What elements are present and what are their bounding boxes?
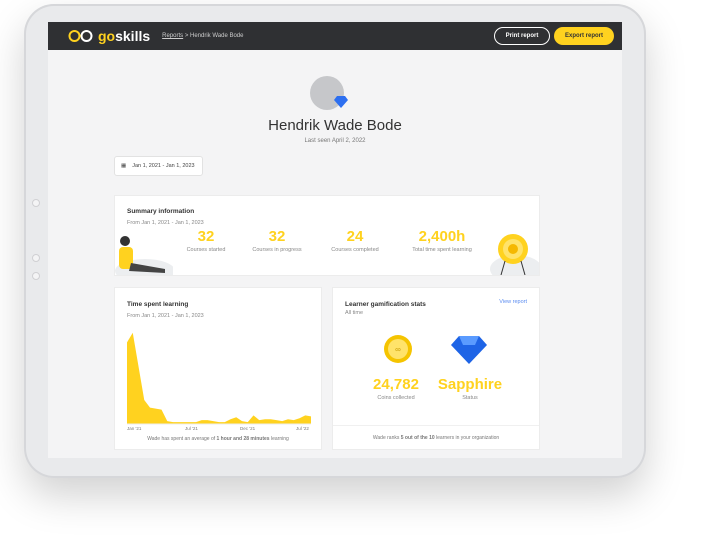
stat-courses-completed: 24 Courses completed xyxy=(310,228,400,253)
time-spent-card: Time spent learning From Jan 1, 2021 - J… xyxy=(114,287,322,450)
sapphire-gem-icon xyxy=(451,336,487,364)
sensor-dot xyxy=(32,272,40,280)
breadcrumb: Reports > Hendrik Wade Bode xyxy=(162,33,243,39)
view-report-link[interactable]: View report xyxy=(499,299,527,305)
stat-value: 24 xyxy=(346,228,364,245)
gamification-footer: Wade ranks 5 out of the 10 learners in y… xyxy=(333,425,539,449)
time-spent-area-chart xyxy=(127,332,311,425)
status-value: Sapphire xyxy=(437,376,503,393)
gamification-card: Learner gamification stats All time View… xyxy=(332,287,540,450)
breadcrumb-reports[interactable]: Reports xyxy=(162,33,184,39)
stat-value: 32 xyxy=(197,228,215,245)
target-illustration xyxy=(490,234,539,275)
summary-title: Summary information xyxy=(127,208,195,215)
stat-label: Courses started xyxy=(186,247,226,253)
status-stat: Sapphire Status xyxy=(425,376,515,401)
x-tick-label: Jan '21 xyxy=(127,426,142,431)
learner-name: Hendrik Wade Bode xyxy=(268,117,402,134)
stat-courses-started: 32 Courses started xyxy=(161,228,251,253)
reading-person-illustration xyxy=(115,236,173,275)
x-tick-label: Dec '21 xyxy=(240,426,256,431)
chevron-right-icon: > xyxy=(184,33,190,39)
summary-card: Summary information From Jan 1, 2021 - J… xyxy=(114,195,540,276)
stat-time-spent: 2,400h Total time spent learning xyxy=(392,228,492,253)
svg-text:∞: ∞ xyxy=(395,345,401,354)
logo-text-go: go xyxy=(98,28,116,44)
status-label: Status xyxy=(462,395,478,401)
coins-stat: 24,782 Coins collected xyxy=(351,376,441,401)
coins-value: 24,782 xyxy=(373,376,419,393)
x-tick-label: Jul '22 xyxy=(296,426,309,431)
summary-range: From Jan 1, 2021 - Jan 1, 2023 xyxy=(127,220,204,226)
time-card-title: Time spent learning xyxy=(127,301,189,308)
logo-text-skills: skills xyxy=(115,28,151,44)
stat-label: Total time spent learning xyxy=(412,247,472,253)
screen: go skills Reports > Hendrik Wade Bode Pri… xyxy=(48,22,622,458)
sapphire-badge-icon xyxy=(334,96,348,108)
stat-value: 2,400h xyxy=(418,228,466,245)
stat-label: Courses completed xyxy=(331,247,379,253)
sensor-dot xyxy=(32,254,40,262)
gamification-title: Learner gamification stats xyxy=(345,301,426,308)
export-report-button[interactable]: Export report xyxy=(554,27,614,45)
stat-value: 32 xyxy=(268,228,286,245)
breadcrumb-current: Hendrik Wade Bode xyxy=(190,33,244,39)
date-range-picker[interactable]: ▦ Jan 1, 2021 - Jan 1, 2023 xyxy=(114,156,203,176)
gamification-subtitle: All time xyxy=(345,310,364,316)
last-seen: Last seen April 2, 2022 xyxy=(304,138,366,144)
calendar-icon: ▦ xyxy=(121,163,127,169)
print-report-button[interactable]: Print report xyxy=(494,27,550,45)
stat-courses-in-progress: 32 Courses in progress xyxy=(232,228,322,253)
camera-dot xyxy=(32,199,40,207)
date-range-value: Jan 1, 2021 - Jan 1, 2023 xyxy=(132,163,195,169)
infinity-logo-icon xyxy=(68,30,93,42)
area-series xyxy=(127,332,311,424)
x-tick-label: Jul '21 xyxy=(185,426,198,431)
stat-label: Courses in progress xyxy=(252,247,302,253)
coins-label: Coins collected xyxy=(377,395,415,401)
top-bar: go skills Reports > Hendrik Wade Bode Pri… xyxy=(48,22,622,50)
coin-icon: ∞ xyxy=(384,335,412,363)
time-card-range: From Jan 1, 2021 - Jan 1, 2023 xyxy=(127,313,204,319)
goskills-logo[interactable]: go skills xyxy=(68,28,150,44)
time-card-footer: Wade has spent an average of 1 hour and … xyxy=(147,436,289,442)
